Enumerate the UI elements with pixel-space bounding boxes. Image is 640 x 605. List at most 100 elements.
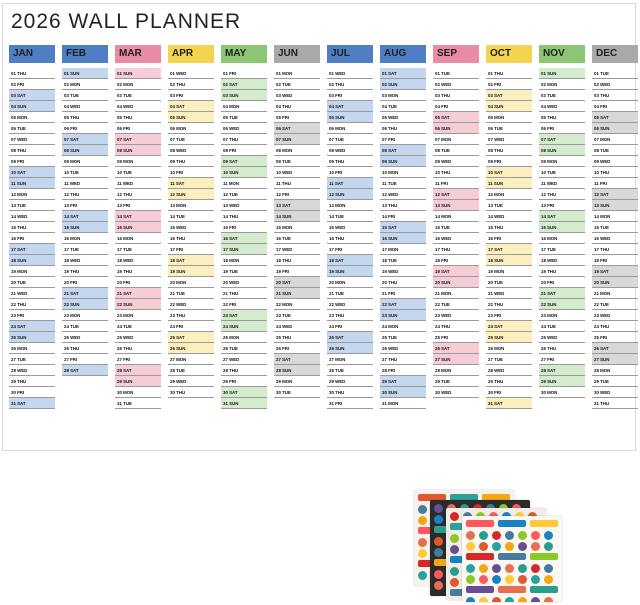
day-row: 04 FRI — [592, 101, 638, 112]
day-row: 17 SAT — [9, 244, 55, 255]
day-row: 05 SAT — [592, 112, 638, 123]
sticker-label — [466, 586, 494, 593]
day-row: 12 TUE — [221, 189, 267, 200]
sticker-dot — [531, 542, 540, 551]
day-row: 16 THU — [168, 233, 214, 244]
day-row: 19 SUN — [168, 266, 214, 277]
day-row: 20 SAT — [274, 277, 320, 288]
day-row: 07 SAT — [115, 134, 161, 145]
day-row: 09 THU — [327, 156, 373, 167]
day-row: 07 TUE — [168, 134, 214, 145]
day-row: 29 THU — [486, 376, 532, 387]
day-row: 07 THU — [221, 134, 267, 145]
day-row: 02 THU — [327, 79, 373, 90]
day-row: 06 FRI — [62, 123, 108, 134]
day-row: 22 WED — [168, 299, 214, 310]
day-row: 15 MON — [274, 222, 320, 233]
sticker-dot — [518, 531, 527, 540]
day-row: 10 FRI — [327, 167, 373, 178]
month-column-jun: JUN 01 MON 02 TUE 03 WED 04 THU 05 FRI 06 SAT 0… — [274, 45, 320, 398]
month-column-dec: DEC 01 TUE 02 WED 03 THU 04 FRI 05 SAT 06 SUN 0… — [592, 45, 638, 409]
day-row: 10 TUE — [62, 167, 108, 178]
day-row: 01 THU — [486, 68, 532, 79]
day-row: 31 TUE — [115, 398, 161, 409]
day-row: 27 FRI — [115, 354, 161, 365]
month-header: JUL — [327, 45, 373, 63]
day-row: 05 THU — [115, 112, 161, 123]
sticker-dot — [544, 564, 553, 573]
sticker-dot — [434, 581, 443, 590]
day-row: 28 SAT — [115, 365, 161, 376]
sticker-dot — [479, 564, 488, 573]
day-row: 25 THU — [274, 332, 320, 343]
day-row: 29 TUE — [592, 376, 638, 387]
day-row: 16 TUE — [274, 233, 320, 244]
day-row: 16 THU — [327, 233, 373, 244]
day-row: 05 SAT — [433, 112, 479, 123]
day-row: 08 SUN — [115, 145, 161, 156]
day-row: 25 SAT — [168, 332, 214, 343]
day-row: 19 WED — [380, 266, 426, 277]
day-row: 30 FRI — [486, 387, 532, 398]
day-row: 27 SUN — [592, 354, 638, 365]
day-row: 08 THU — [9, 145, 55, 156]
day-row: 27 TUE — [9, 354, 55, 365]
day-row: 24 SAT — [486, 321, 532, 332]
day-row: 31 THU — [592, 398, 638, 409]
day-row: 18 FRI — [433, 255, 479, 266]
day-row: 13 SUN — [433, 200, 479, 211]
day-row: 21 SAT — [115, 288, 161, 299]
day-row: 23 TUE — [274, 310, 320, 321]
day-row: 26 SAT — [592, 343, 638, 354]
sticker-dot — [505, 542, 514, 551]
day-row: 26 SAT — [433, 343, 479, 354]
day-row: 20 FRI — [539, 277, 585, 288]
day-row: 19 FRI — [274, 266, 320, 277]
day-row: 10 SAT — [486, 167, 532, 178]
day-row: 04 SUN — [486, 101, 532, 112]
day-row: 23 SUN — [380, 310, 426, 321]
sticker-dot — [544, 542, 553, 551]
day-row: 25 WED — [539, 332, 585, 343]
day-row: 14 SAT — [115, 211, 161, 222]
day-row: 07 WED — [486, 134, 532, 145]
day-row: 10 MON — [380, 167, 426, 178]
day-row: 24 SUN — [221, 321, 267, 332]
day-row: 24 TUE — [539, 321, 585, 332]
month-header: NOV — [539, 45, 585, 63]
day-row: 20 FRI — [62, 277, 108, 288]
day-row: 06 MON — [327, 123, 373, 134]
day-row: 26 THU — [539, 343, 585, 354]
sticker-dot — [518, 575, 527, 584]
sticker-sheets-image — [414, 490, 562, 602]
day-row: 20 SUN — [433, 277, 479, 288]
day-row: 02 TUE — [274, 79, 320, 90]
day-row: 29 TUE — [433, 376, 479, 387]
wall-planner-poster: 2026 WALL PLANNER JAN 01 THU 02 FRI 03 SAT 0… — [2, 3, 638, 451]
day-row: 05 SUN — [327, 112, 373, 123]
day-row: 21 SAT — [62, 288, 108, 299]
day-row: 12 MON — [486, 189, 532, 200]
sticker-dot — [531, 575, 540, 584]
day-row: 01 SUN — [115, 68, 161, 79]
day-row: 08 TUE — [433, 145, 479, 156]
day-row: 23 WED — [592, 310, 638, 321]
day-row: 20 FRI — [115, 277, 161, 288]
day-row: 09 WED — [592, 156, 638, 167]
day-row: 10 TUE — [115, 167, 161, 178]
day-row: 08 SAT — [380, 145, 426, 156]
day-row: 06 TUE — [9, 123, 55, 134]
day-row: 19 MON — [9, 266, 55, 277]
day-row: 07 TUE — [327, 134, 373, 145]
month-column-may: MAY 01 FRI 02 SAT 03 SUN 04 MON 05 TUE 06 WED 0… — [221, 45, 267, 409]
day-row: 01 SUN — [62, 68, 108, 79]
day-row: 06 FRI — [539, 123, 585, 134]
day-row: 19 TUE — [221, 266, 267, 277]
day-row: 02 THU — [168, 79, 214, 90]
day-row: 14 THU — [221, 211, 267, 222]
day-row: 03 SAT — [9, 90, 55, 101]
day-row: 11 SAT — [168, 178, 214, 189]
day-row: 02 SUN — [380, 79, 426, 90]
day-row: 28 SAT — [62, 365, 108, 376]
day-row: 04 SUN — [9, 101, 55, 112]
